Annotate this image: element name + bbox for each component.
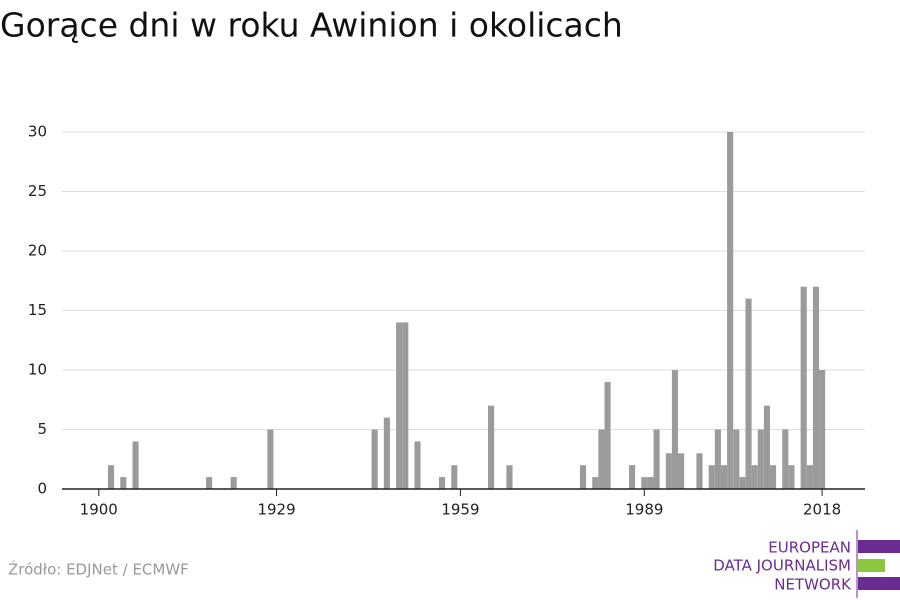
bar [579,465,587,489]
bar [757,429,764,489]
bar [733,429,740,489]
bar [641,477,648,489]
bar [230,477,237,489]
logo-bar [858,577,900,590]
bar [812,286,820,489]
bar [727,132,734,489]
bar [782,429,789,489]
bar [120,477,127,489]
bar [506,465,513,489]
bar [806,465,813,489]
bar [653,429,660,489]
y-tick-label: 25 [28,182,47,200]
y-tick-label: 20 [28,242,47,260]
bar [751,465,758,489]
bar [720,465,728,489]
bar [396,322,403,489]
bar [488,405,495,489]
y-tick-label: 15 [28,301,47,319]
bar [800,286,807,489]
bar [647,477,654,489]
bar [107,465,115,489]
y-tick-label: 30 [28,123,47,141]
y-tick-label: 10 [28,361,47,379]
bar [604,381,611,489]
bar [763,405,770,489]
bar [267,429,274,489]
bar [383,417,390,489]
bar [745,298,752,489]
bar [206,477,213,489]
bar [132,441,139,489]
chart-title: Gorące dni w roku Awinion i okolicach [0,6,623,45]
bar [708,465,715,489]
bar [769,465,777,489]
bar [629,465,636,489]
logo-text: EUROPEAN [768,539,851,557]
bar [402,322,409,489]
bar [592,477,599,489]
bar [451,465,458,489]
bar [598,429,605,489]
bar [788,465,795,489]
bar [678,453,685,489]
bar [665,453,672,489]
y-tick-label: 5 [37,420,47,438]
logo-bar [858,559,885,572]
y-tick-label: 0 [37,480,47,498]
bar [714,429,721,489]
bar [819,370,826,489]
bar [696,453,703,489]
bar [371,429,378,489]
logo-text: NETWORK [774,576,852,594]
bar [414,441,421,489]
x-tick-label: 1929 [257,501,295,519]
bar [671,370,679,489]
bar [438,477,446,489]
bar [739,477,746,489]
x-tick-label: 1900 [80,501,118,519]
logo-text: DATA JOURNALISM [713,557,851,575]
source: Źródło: EDJNet / ECMWF [8,560,189,579]
x-tick-label: 1959 [441,501,479,519]
logo-bar [858,540,900,553]
x-tick-label: 1989 [625,501,663,519]
x-tick-label: 2018 [803,501,841,519]
